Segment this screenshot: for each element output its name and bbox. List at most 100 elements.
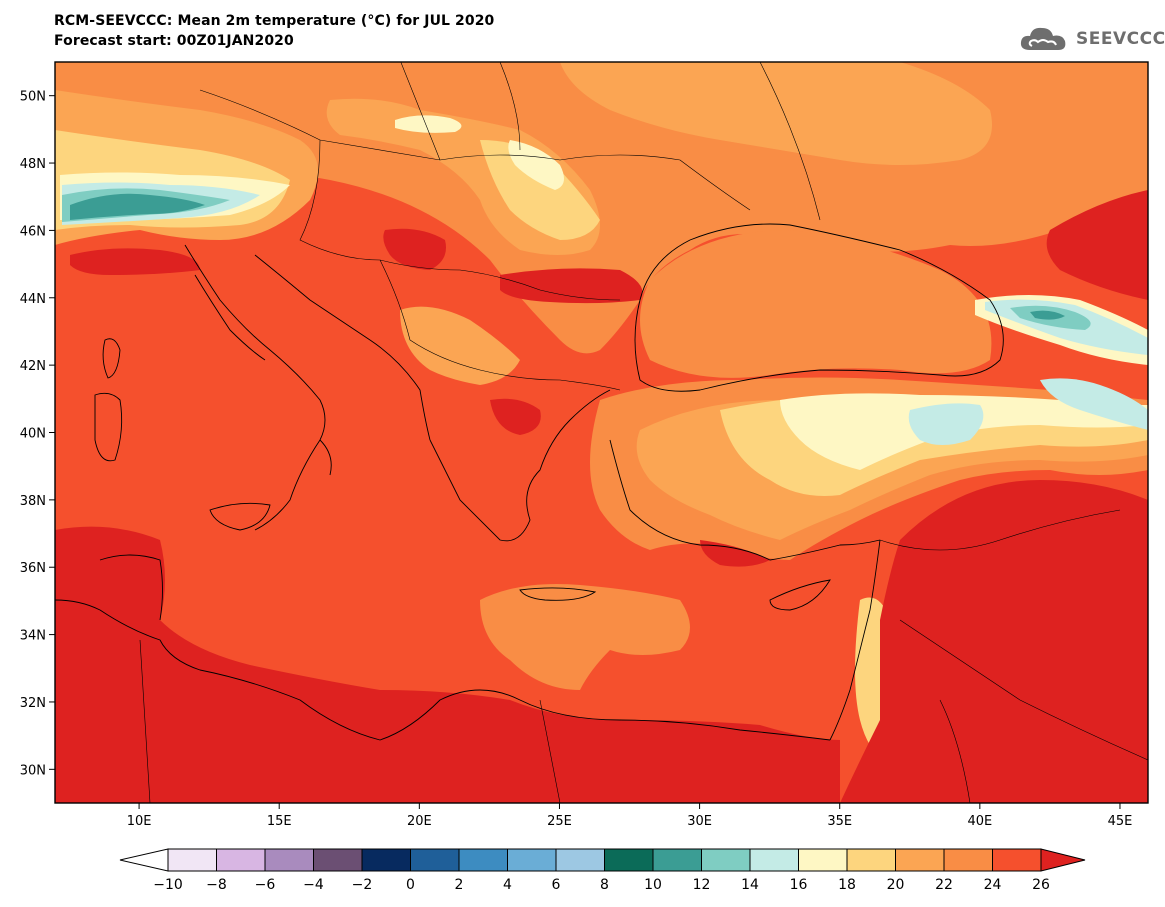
colorbar-level-label: 2 [455,877,464,893]
colorbar-level-label: 4 [503,877,512,893]
field-14-16-anatolia [908,403,984,445]
colorbar-swatch [313,848,363,872]
forecast-start-label: Forecast start: 00Z01JAN2020 [54,33,294,49]
sicily-coast [209,502,271,531]
greece-coast [429,389,611,542]
colorbar-swatch [846,848,896,872]
borders [139,62,1148,803]
colorbar-swatch [604,848,654,872]
longitude-axis: 10E 15E 20E 25E 30E 35E 40E 45E [127,803,1133,829]
colorbar-swatch [652,848,702,872]
colorbar-swatch [410,848,460,872]
colorbar-swatch [216,848,266,872]
corsica-coast [102,338,121,379]
colorbar-low-arrow [119,848,169,872]
field-16-18-carpath [508,140,564,190]
crete-coast [519,587,597,601]
lon-tick-label: 20E [407,814,432,829]
field-22-24-east-med [480,584,690,690]
lon-tick-label: 40E [967,814,992,829]
colorbar-level-label: 12 [693,877,711,893]
border-line [199,89,751,211]
latitude-axis: 50N 48N 46N 44N 42N 40N 38N 36N 34N 32N 30N [20,90,55,778]
colorbar-swatch [458,848,508,872]
field-26-caspian [1046,190,1148,300]
lon-tick-label: 10E [127,814,152,829]
field-20-22-north-east [560,62,992,165]
lat-tick-label: 46N [20,224,46,239]
border-line [299,139,621,301]
lat-tick-label: 38N [20,494,46,509]
lon-tick-label: 35E [827,814,852,829]
colorbar-level-label: 10 [644,877,662,893]
colorbar-level-label: −8 [206,877,227,893]
colorbar-level-label: 14 [741,877,759,893]
field-26-anatolia-south [700,540,770,567]
lat-tick-label: 36N [20,561,46,576]
field-22-24-black-sea [640,230,992,378]
cyprus-coast [769,579,831,611]
field-26-po-valley [70,248,200,275]
field-20-22-balkans [400,306,520,385]
colorbar-level-label: 8 [600,877,609,893]
colorbar-swatch [555,848,605,872]
colorbar-level-label: 22 [935,877,953,893]
field-10-12-caucasus [1030,310,1065,320]
map-title: RCM-SEEVCCC: Mean 2m temperature (°C) fo… [54,13,495,29]
colorbar-level-label: −2 [352,877,373,893]
colorbar-swatch [361,848,411,872]
lat-tick-label: 32N [20,696,46,711]
lat-tick-label: 42N [20,359,46,374]
levant-coast [829,539,881,741]
lat-tick-label: 40N [20,427,46,442]
colorbar-swatch [507,848,557,872]
colorbar-swatch [992,848,1042,872]
lat-tick-label: 30N [20,763,46,778]
field-14-16-east [1040,378,1148,430]
field-26-hungary [383,228,446,270]
colorbar-level-label: −10 [153,877,183,893]
lat-tick-label: 44N [20,292,46,307]
seevccc-logo: SEEVCCC [1018,24,1165,54]
tunisia-coast [99,554,163,621]
lon-tick-label: 15E [267,814,292,829]
colorbar-level-label: 24 [984,877,1002,893]
border-line [379,259,621,391]
colorbar-swatch [749,848,799,872]
colorbar-high-arrow [1040,848,1086,872]
adriatic-east-coast [254,254,431,441]
colorbar-swatch [701,848,751,872]
field-18-20-carpathians [480,140,600,240]
coastlines [55,223,1004,741]
field-26-north-africa [55,526,840,803]
africa-coast [55,599,831,741]
field-26-middle-east [840,480,1148,803]
colorbar: −10 −8 −6 −4 −2 0 2 4 6 8 10 12 14 16 18 20 22 24 26 [119,848,1086,893]
border-line [899,619,1148,803]
colorbar-swatch [895,848,945,872]
temperature-field [55,62,1148,803]
field-26-lower-danube [500,268,643,304]
border-line [400,62,821,221]
border-line [879,509,1121,551]
turkey-south-coast [609,439,881,561]
lon-tick-label: 45E [1108,814,1133,829]
colorbar-level-label: 26 [1032,877,1050,893]
lon-tick-label: 30E [687,814,712,829]
lat-tick-label: 48N [20,157,46,172]
field-26-greece [490,398,541,435]
logo-text: SEEVCCC [1076,29,1165,49]
sardinia-coast [94,392,123,462]
lon-tick-label: 25E [547,814,572,829]
colorbar-swatch [167,848,217,872]
colorbar-swatch [264,848,314,872]
colorbar-level-label: 18 [838,877,856,893]
field-10-12-alps [70,193,205,220]
field-16-18-north [395,115,462,133]
cloud-icon [1020,27,1066,50]
italy-coast [184,244,332,531]
colorbar-level-label: 16 [790,877,808,893]
colorbar-level-label: −6 [255,877,276,893]
colorbar-level-label: 0 [406,877,415,893]
